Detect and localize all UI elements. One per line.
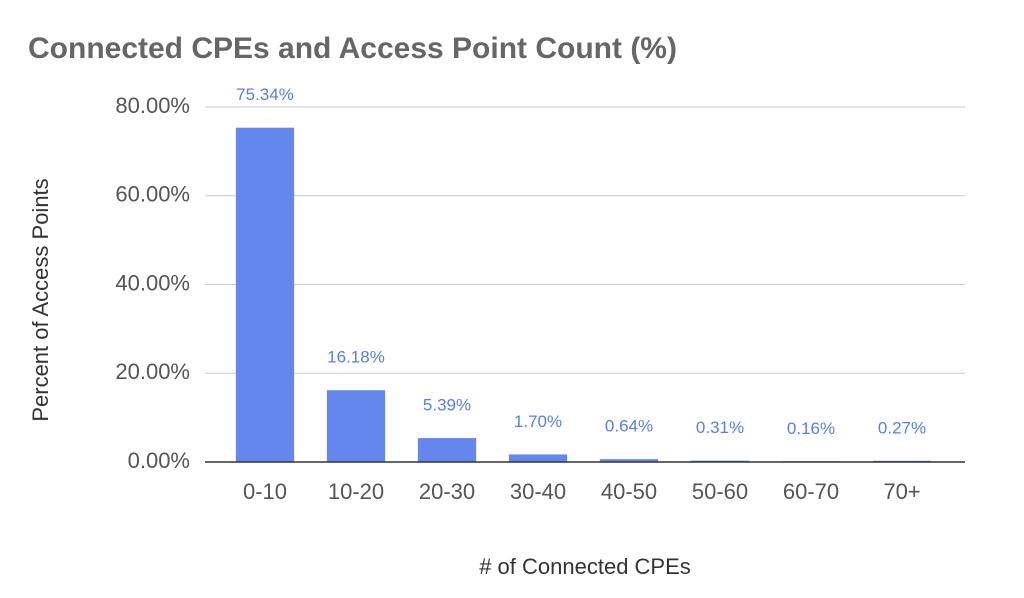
x-axis-title: # of Connected CPEs	[479, 554, 691, 579]
y-axis-title: Percent of Access Points	[28, 178, 53, 421]
bar	[599, 459, 659, 462]
data-label: 0.31%	[696, 418, 744, 437]
data-label: 16.18%	[327, 348, 385, 367]
y-tick-label: 60.00%	[115, 182, 190, 207]
x-tick-label: 10-20	[328, 479, 384, 504]
x-tick-label: 0-10	[243, 479, 287, 504]
bar	[235, 127, 295, 463]
x-tick-label: 20-30	[419, 479, 475, 504]
x-tick-label: 70+	[883, 479, 920, 504]
y-tick-label: 80.00%	[115, 93, 190, 118]
data-label: 0.64%	[605, 417, 653, 436]
x-tick-label: 40-50	[601, 479, 657, 504]
y-tick-label: 0.00%	[128, 448, 190, 473]
data-label: 0.16%	[787, 419, 835, 438]
chart-title: Connected CPEs and Access Point Count (%…	[28, 32, 677, 65]
data-label: 0.27%	[878, 418, 926, 437]
data-label: 5.39%	[423, 396, 471, 415]
y-tick-label: 20.00%	[115, 359, 190, 384]
x-tick-label: 30-40	[510, 479, 566, 504]
data-label: 1.70%	[514, 412, 562, 431]
bar	[508, 454, 568, 462]
x-tick-label: 60-70	[783, 479, 839, 504]
bar	[417, 438, 477, 462]
y-tick-label: 40.00%	[115, 270, 190, 295]
bar	[326, 390, 386, 462]
x-tick-label: 50-60	[692, 479, 748, 504]
data-label: 75.34%	[236, 85, 294, 104]
